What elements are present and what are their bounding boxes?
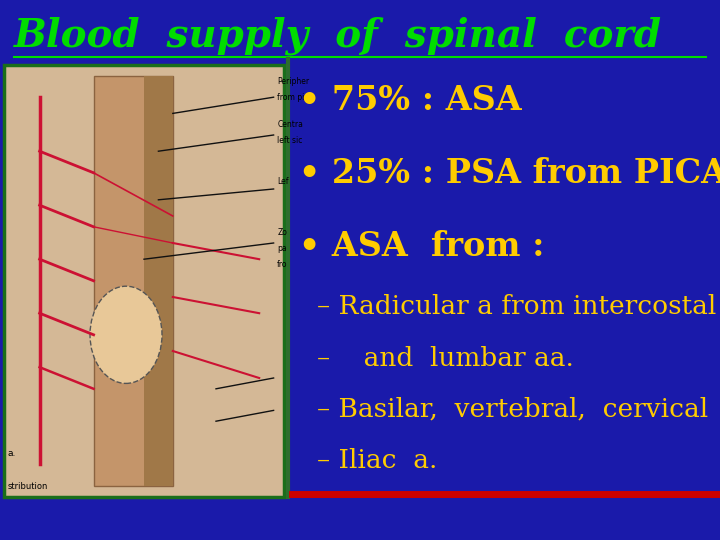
Text: from pia: from pia [277,93,310,102]
Text: Lef: Lef [277,177,289,186]
Text: Centra: Centra [277,120,303,129]
Text: pa: pa [277,244,287,253]
Text: Zo: Zo [277,228,287,237]
Bar [4,65,284,497]
Text: –    and  lumbar aa.: – and lumbar aa. [317,346,574,370]
Text: • ASA  from :: • ASA from : [299,230,544,262]
Bar [94,76,173,486]
Text: fro: fro [277,260,288,269]
Text: Peripher: Peripher [277,77,310,86]
Text: a.: a. [7,449,16,458]
Text: – Radicular a from intercostal: – Radicular a from intercostal [317,294,716,319]
Text: • 25% : PSA from PICA: • 25% : PSA from PICA [299,157,720,190]
Ellipse shape [90,286,162,383]
Text: • 75% : ASA: • 75% : ASA [299,84,521,117]
Text: Blood  supply  of  spinal  cord: Blood supply of spinal cord [14,16,662,55]
Text: stribution: stribution [7,482,48,491]
Text: – Basilar,  vertebral,  cervical: – Basilar, vertebral, cervical [317,397,708,422]
Text: left sic: left sic [277,136,302,145]
Text: – Iliac  a.: – Iliac a. [317,448,437,473]
Bar [144,76,173,486]
